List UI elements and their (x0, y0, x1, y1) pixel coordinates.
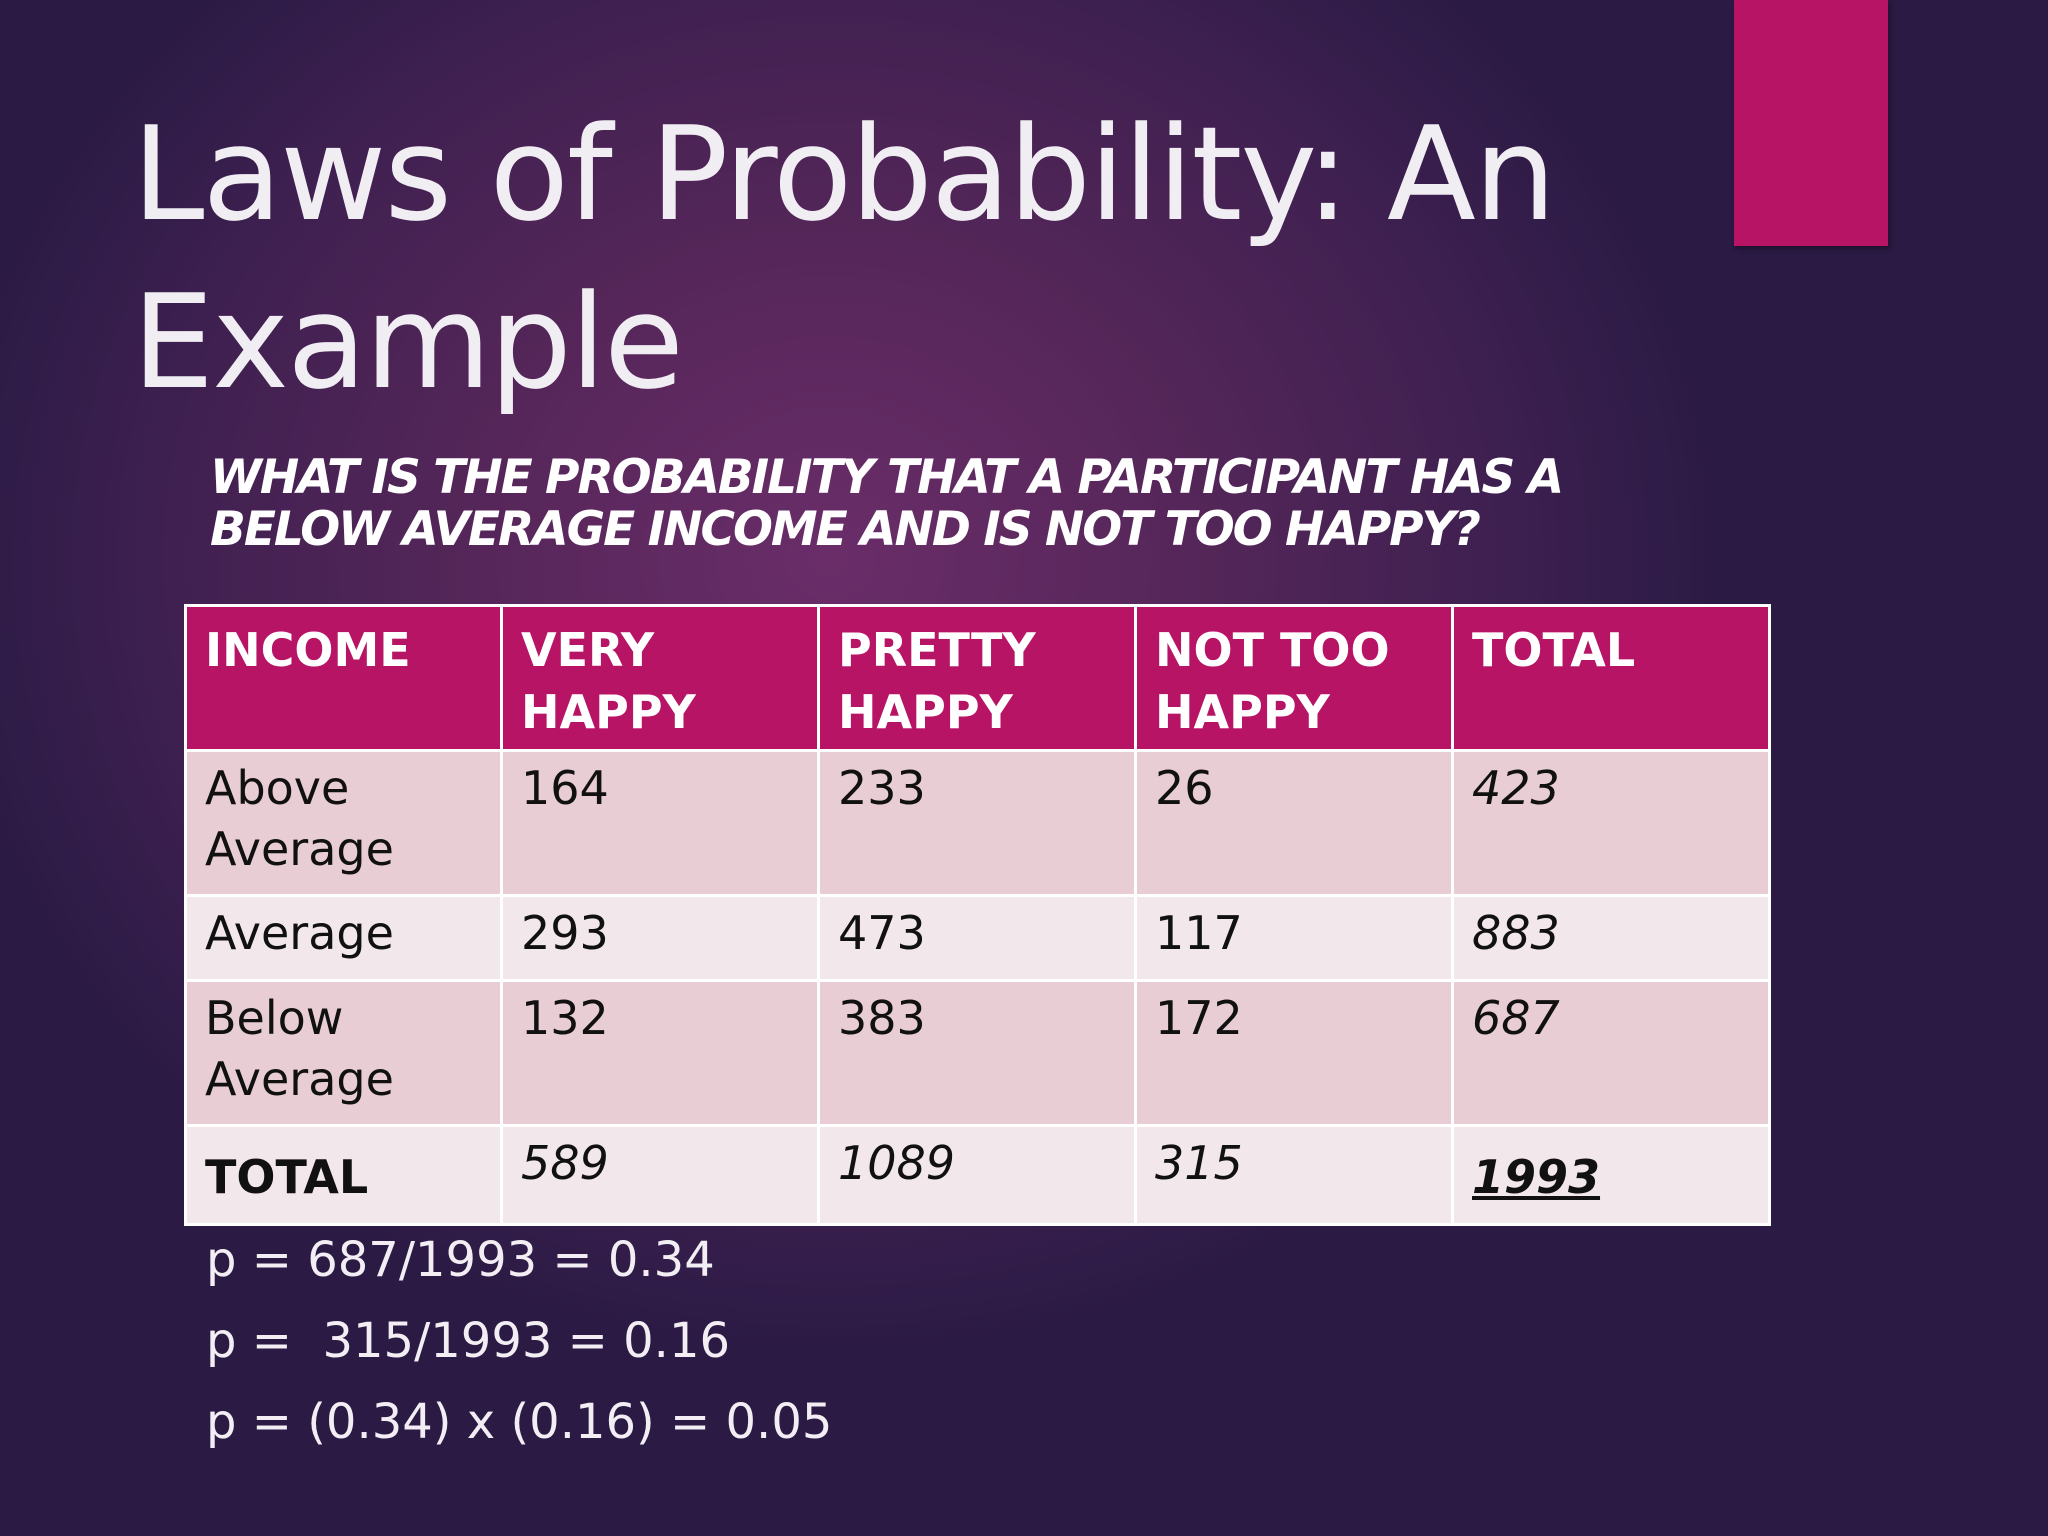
header-very-happy: VERY HAPPY (500, 604, 820, 752)
total-label: TOTAL (184, 1124, 503, 1226)
calculation-line: p = (0.34) x (0.16) = 0.05 (206, 1394, 833, 1450)
question-text: WHAT IS THE PROBABILITY THAT A PARTICIPA… (210, 452, 1770, 556)
table-cell: 172 (1134, 979, 1454, 1127)
header-total: TOTAL (1451, 604, 1771, 752)
row-total-cell: 883 (1451, 894, 1771, 982)
table-cell: 293 (500, 894, 820, 982)
table-header-row: INCOME VERY HAPPY PRETTY HAPPY NOT TOO HAPP… (184, 604, 1771, 752)
column-total-cell: 315 (1134, 1124, 1454, 1226)
header-income: INCOME (184, 604, 503, 752)
column-total-cell: 589 (500, 1124, 820, 1226)
title-line-2: Example (132, 266, 684, 418)
row-total-cell: 423 (1451, 749, 1771, 897)
table-cell: 383 (817, 979, 1137, 1127)
accent-bar (1734, 0, 1888, 246)
header-pretty-happy: PRETTY HAPPY (817, 604, 1137, 752)
table-cell: 132 (500, 979, 820, 1127)
column-total-cell: 1089 (817, 1124, 1137, 1226)
question-line-2: BELOW AVERAGE INCOME AND IS NOT TOO HAPP… (210, 502, 1481, 557)
calculation-line: p = 687/1993 = 0.34 (206, 1232, 715, 1288)
table-row-average: Average 293 473 117 883 (184, 894, 1771, 982)
row-label: Below Average (184, 979, 503, 1127)
row-label: Average (184, 894, 503, 982)
table-cell: 117 (1134, 894, 1454, 982)
calculation-line: p = 315/1993 = 0.16 (206, 1313, 731, 1369)
row-label: Above Average (184, 749, 503, 897)
table-cell: 164 (500, 749, 820, 897)
table-row-total: TOTAL 589 1089 315 1993 (184, 1124, 1771, 1226)
table-row-above-average: Above Average 164 233 26 423 (184, 749, 1771, 897)
header-not-too-happy: NOT TOO HAPPY (1134, 604, 1454, 752)
slide-title: Laws of Probability: An Example (132, 90, 1652, 426)
table-cell: 473 (817, 894, 1137, 982)
grand-total-cell: 1993 (1451, 1124, 1771, 1226)
row-total-cell: 687 (1451, 979, 1771, 1127)
table-row-below-average: Below Average 132 383 172 687 (184, 979, 1771, 1127)
table-cell: 26 (1134, 749, 1454, 897)
contingency-table: INCOME VERY HAPPY PRETTY HAPPY NOT TOO HAPP… (184, 604, 1771, 1226)
calculation-list: p = 687/1993 = 0.34 p = 315/1993 = 0.16 … (206, 1220, 832, 1463)
question-line-1: WHAT IS THE PROBABILITY THAT A PARTICIPA… (210, 450, 1564, 505)
title-line-1: Laws of Probability: An (132, 98, 1556, 250)
table-cell: 233 (817, 749, 1137, 897)
